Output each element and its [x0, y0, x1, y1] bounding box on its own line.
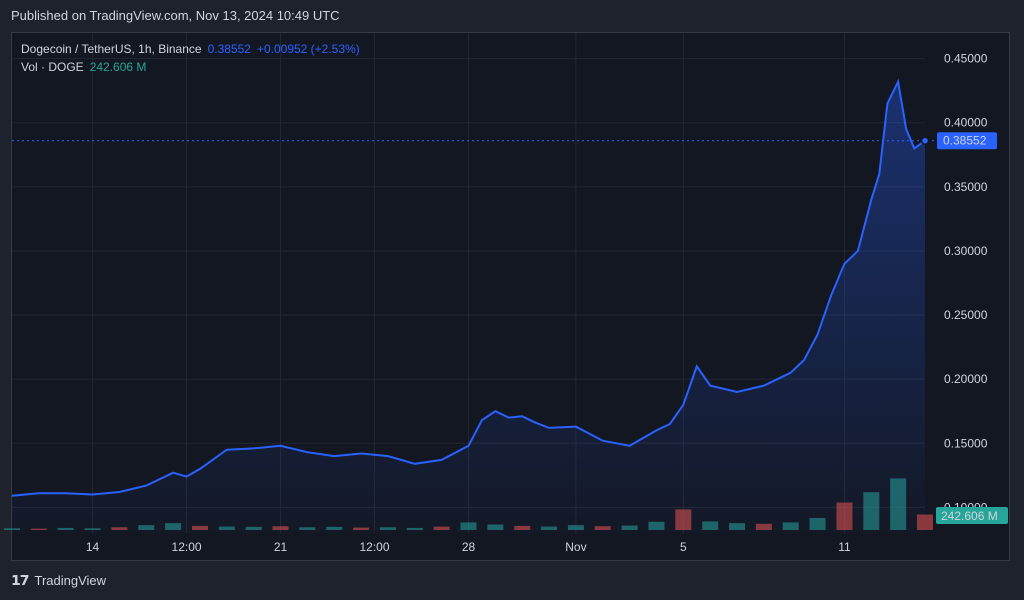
price-area-fill	[12, 81, 925, 533]
footer: 𝟭𝟳 TradingView	[11, 572, 106, 589]
time-tick-label: 11	[838, 540, 851, 554]
price-tag-label: 0.38552	[943, 134, 987, 148]
time-tick-label: 21	[274, 540, 288, 554]
price-tick-label: 0.35000	[944, 180, 988, 194]
price-tick-label: 0.40000	[944, 116, 988, 130]
time-tick-label: 28	[462, 540, 476, 554]
volume-label[interactable]: Vol · DOGE	[21, 60, 84, 74]
price-tick-label: 0.20000	[944, 372, 988, 386]
chart-legend: Dogecoin / TetherUS, 1h, Binance 0.38552 +…	[21, 40, 360, 76]
volume-tag: 242.606 M	[936, 507, 1008, 524]
last-price: 0.38552	[207, 42, 251, 56]
price-tick-label: 0.45000	[944, 52, 988, 66]
price-tag: 0.38552	[937, 132, 997, 150]
volume-value: 242.606 M	[89, 60, 147, 74]
volume-tag-label: 242.606 M	[941, 509, 998, 523]
price-tick-label: 0.15000	[944, 436, 988, 450]
price-axis: 0.45000 0.40000 0.35000 0.30000 0.25000 0.200…	[944, 52, 988, 515]
price-tick-label: 0.30000	[944, 244, 988, 258]
price-tick-label: 0.25000	[944, 308, 988, 322]
published-caption: Published on TradingView.com, Nov 13, 20…	[11, 8, 340, 23]
tradingview-logo-icon[interactable]: 𝟭𝟳	[11, 572, 30, 588]
last-price-dot	[920, 136, 930, 145]
time-tick-label: 12:00	[359, 540, 389, 554]
price-change: +0.00952 (+2.53%)	[256, 42, 360, 56]
time-tick-label: 14	[86, 540, 100, 554]
symbol-title[interactable]: Dogecoin / TetherUS, 1h, Binance	[21, 42, 202, 56]
time-tick-label: 5	[680, 540, 687, 554]
time-tick-label: Nov	[565, 540, 586, 554]
brand-name[interactable]: TradingView	[34, 573, 107, 588]
time-tick-label: 12:00	[172, 540, 202, 554]
time-axis: 14 12:00 21 12:00 28 Nov 5 11	[86, 540, 851, 554]
price-line	[11, 78, 926, 497]
